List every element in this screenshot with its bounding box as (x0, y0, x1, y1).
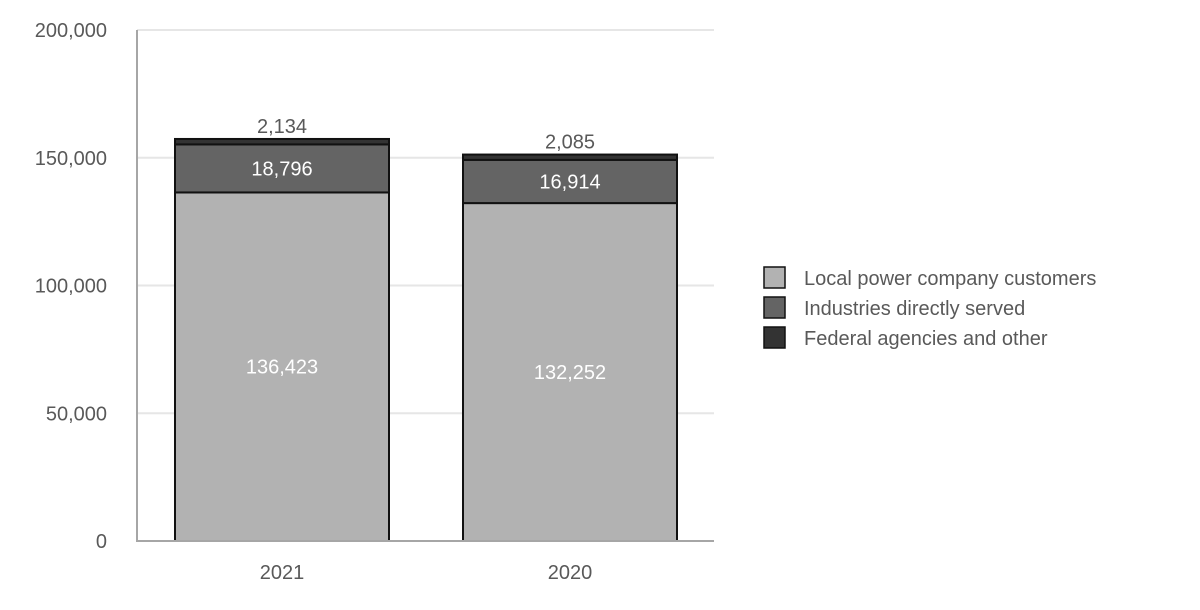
data-label: 136,423 (246, 357, 318, 379)
bar-segment (462, 158, 678, 205)
data-label: 132,252 (534, 362, 606, 384)
data-label: 2,085 (545, 132, 595, 154)
x-tick-label: 2021 (260, 562, 305, 584)
axes: 0 50,000 100,000 150,000 200,000 2021 2020 (35, 20, 714, 584)
y-tick-label: 150,000 (35, 148, 107, 170)
legend-label: Local power company customers (804, 268, 1096, 290)
y-tick-label: 200,000 (35, 20, 107, 42)
data-labels: 136,423 18,796 2,134 132,252 16,914 2,085 (246, 116, 606, 384)
y-tick-label: 0 (96, 531, 107, 553)
bars (174, 137, 678, 543)
bar-segment (462, 202, 678, 543)
legend-swatch (763, 296, 786, 319)
data-label: 16,914 (539, 171, 600, 193)
legend-swatch (763, 266, 786, 289)
bar-segment (174, 191, 390, 542)
bar-segment (174, 137, 390, 146)
x-tick-label: 2020 (548, 562, 593, 584)
legend-label: Industries directly served (804, 298, 1025, 320)
y-tick-label: 50,000 (46, 403, 107, 425)
bar-segment (174, 143, 390, 194)
bar-segment (462, 153, 678, 161)
legend-swatch (763, 326, 786, 349)
data-label: 18,796 (251, 158, 312, 180)
y-tick-label: 100,000 (35, 276, 107, 298)
data-label: 2,134 (257, 116, 307, 138)
legend: Local power company customers Industries … (763, 266, 1096, 350)
legend-label: Federal agencies and other (804, 328, 1048, 350)
